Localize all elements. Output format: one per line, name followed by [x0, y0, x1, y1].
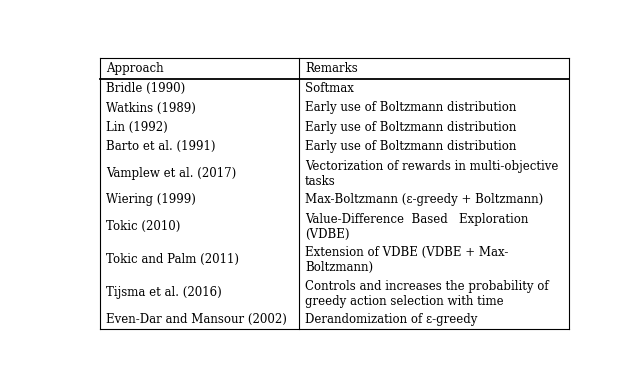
- Text: tasks: tasks: [305, 175, 336, 188]
- Text: Derandomization of ε-greedy: Derandomization of ε-greedy: [305, 313, 477, 326]
- Text: Barto et al. (1991): Barto et al. (1991): [106, 141, 215, 154]
- Text: Boltzmann): Boltzmann): [305, 261, 373, 274]
- Text: Early use of Boltzmann distribution: Early use of Boltzmann distribution: [305, 121, 516, 134]
- Text: Watkins (1989): Watkins (1989): [106, 101, 196, 115]
- Text: (VDBE): (VDBE): [305, 228, 349, 241]
- Text: Even-Dar and Mansour (2002): Even-Dar and Mansour (2002): [106, 313, 287, 326]
- Text: Tokic and Palm (2011): Tokic and Palm (2011): [106, 253, 239, 266]
- Text: greedy action selection with time: greedy action selection with time: [305, 295, 504, 308]
- Text: Tijsma et al. (2016): Tijsma et al. (2016): [106, 286, 221, 300]
- Text: Approach: Approach: [106, 62, 163, 75]
- Text: Vectorization of rewards in multi-objective: Vectorization of rewards in multi-object…: [305, 160, 558, 173]
- Text: Softmax: Softmax: [305, 82, 354, 95]
- Text: Bridle (1990): Bridle (1990): [106, 82, 185, 95]
- Text: Controls and increases the probability of: Controls and increases the probability o…: [305, 280, 548, 293]
- Text: Extension of VDBE (VDBE + Max-: Extension of VDBE (VDBE + Max-: [305, 246, 508, 259]
- Text: Early use of Boltzmann distribution: Early use of Boltzmann distribution: [305, 101, 516, 115]
- Text: Lin (1992): Lin (1992): [106, 121, 168, 134]
- Text: Tokic (2010): Tokic (2010): [106, 220, 180, 232]
- Text: Wiering (1999): Wiering (1999): [106, 193, 196, 206]
- Text: Early use of Boltzmann distribution: Early use of Boltzmann distribution: [305, 141, 516, 154]
- Text: Value-Difference  Based   Exploration: Value-Difference Based Exploration: [305, 213, 529, 226]
- Text: Vamplew et al. (2017): Vamplew et al. (2017): [106, 167, 236, 180]
- Text: Remarks: Remarks: [305, 62, 358, 75]
- Text: Max-Boltzmann (ε-greedy + Boltzmann): Max-Boltzmann (ε-greedy + Boltzmann): [305, 193, 543, 206]
